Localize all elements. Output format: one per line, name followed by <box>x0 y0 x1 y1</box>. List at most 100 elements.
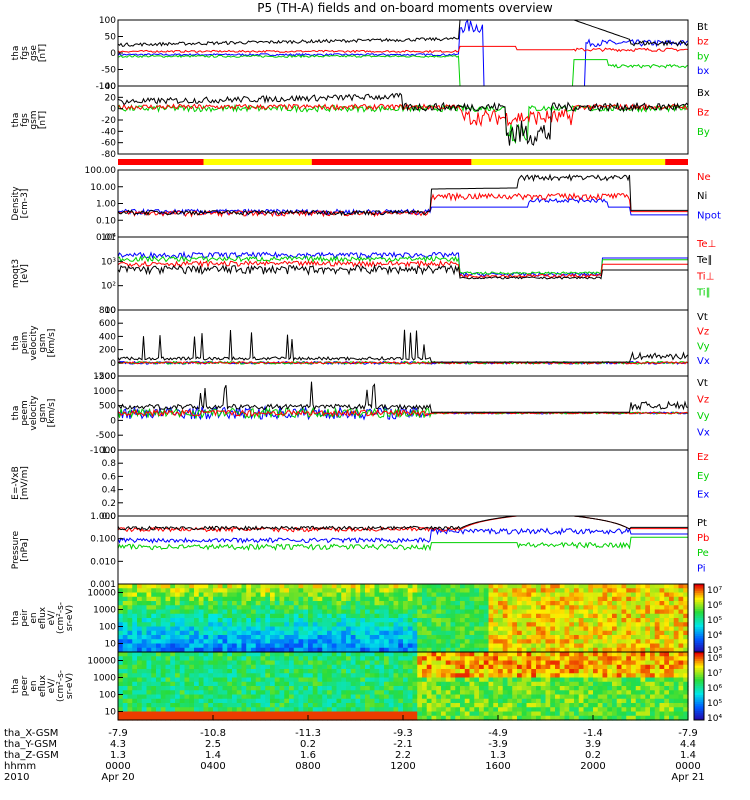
heatmap-cell <box>493 601 499 606</box>
heatmap-cell <box>279 681 285 687</box>
heatmap-cell <box>403 622 409 628</box>
heatmap-cell <box>683 703 689 708</box>
heatmap-cell <box>678 660 684 666</box>
heatmap-cell <box>284 609 290 615</box>
heatmap-cell <box>588 639 594 645</box>
heatmap-cell <box>426 673 433 679</box>
heatmap-cell <box>346 686 352 691</box>
heatmap-cell <box>521 635 528 640</box>
heatmap-cell <box>555 698 561 704</box>
heatmap-cell <box>616 618 623 623</box>
heatmap-cell <box>317 592 323 598</box>
heatmap-cell <box>146 584 152 589</box>
heatmap-cell <box>227 588 233 594</box>
heatmap-cell <box>612 669 618 674</box>
heatmap-cell <box>412 690 418 696</box>
panel-frame <box>117 85 689 155</box>
heatmap-cell <box>450 618 456 623</box>
heatmap-cell <box>526 694 532 700</box>
heatmap-cell <box>118 605 124 611</box>
heatmap-cell <box>479 605 485 611</box>
heatmap-cell <box>384 601 390 606</box>
heatmap-cell <box>350 618 357 623</box>
heatmap-cell <box>545 609 551 615</box>
heatmap-cell <box>289 630 295 636</box>
heatmap-cell <box>236 660 243 666</box>
heatmap-cell <box>284 626 290 632</box>
heatmap-cell <box>151 715 157 721</box>
heatmap-cell <box>417 669 423 674</box>
heatmap-cell <box>217 584 224 589</box>
heatmap-cell <box>669 584 675 589</box>
heatmap-cell <box>374 584 380 589</box>
series-line <box>117 329 689 363</box>
heatmap-cell <box>550 690 556 696</box>
heatmap-cell <box>336 660 342 666</box>
heatmap-cell <box>384 715 390 721</box>
heatmap-cell <box>160 613 167 619</box>
heatmap-cell <box>521 609 528 615</box>
heatmap-cell <box>151 707 157 713</box>
heatmap-cell <box>374 652 380 657</box>
heatmap-cell <box>578 698 585 704</box>
heatmap-cell <box>184 677 190 683</box>
heatmap-cell <box>512 643 518 649</box>
heatmap-cell <box>673 635 680 640</box>
heatmap-cell <box>464 601 471 606</box>
heatmap-cell <box>593 690 599 696</box>
heatmap-cell <box>488 677 494 683</box>
heatmap-cell <box>331 647 338 653</box>
heatmap-cell <box>393 707 399 713</box>
heatmap-cell <box>227 630 233 636</box>
heatmap-cell <box>198 673 205 679</box>
heatmap-cell <box>369 605 376 611</box>
heatmap-cell <box>559 673 566 679</box>
colorbar-swatch <box>694 652 704 655</box>
heatmap-cell <box>545 656 551 662</box>
heatmap-cell <box>678 643 684 649</box>
heatmap-cell <box>227 707 233 713</box>
heatmap-cell <box>517 618 523 623</box>
colorbar-swatch <box>694 706 704 710</box>
heatmap-cell <box>597 635 604 640</box>
heatmap-cell <box>431 613 437 619</box>
heatmap-cell <box>436 681 442 687</box>
ephemeris-value: 0000 <box>105 761 130 772</box>
heatmap-cell <box>678 656 684 662</box>
heatmap-cell <box>436 664 442 670</box>
heatmap-cell <box>536 584 542 589</box>
heatmap-cell <box>141 681 148 687</box>
heatmap-cell <box>365 613 371 619</box>
heatmap-cell <box>189 681 195 687</box>
heatmap-cell <box>369 584 376 589</box>
heatmap-cell <box>208 677 214 683</box>
heatmap-cell <box>578 707 585 713</box>
heatmap-cell <box>536 664 542 670</box>
heatmap-cell <box>631 677 637 683</box>
heatmap-cell <box>336 618 342 623</box>
heatmap-cell <box>483 677 490 683</box>
mode-segment <box>311 159 472 165</box>
heatmap-cell <box>379 647 385 653</box>
heatmap-cell <box>198 622 205 628</box>
heatmap-cell <box>450 677 456 683</box>
heatmap-cell <box>369 652 376 657</box>
heatmap-cell <box>574 669 580 674</box>
heatmap-cell <box>650 643 656 649</box>
ephemeris-value: Apr 21 <box>671 772 704 783</box>
heatmap-cell <box>550 673 556 679</box>
heatmap-cell <box>255 664 262 670</box>
heatmap-cell <box>654 592 661 598</box>
heatmap-cell <box>379 596 385 602</box>
heatmap-cell <box>227 618 233 623</box>
heatmap-cell <box>369 660 376 666</box>
heatmap-cell <box>175 677 181 683</box>
heatmap-cell <box>317 588 323 594</box>
heatmap-cell <box>350 584 357 589</box>
heatmap-cell <box>350 656 357 662</box>
heatmap-cell <box>498 601 504 606</box>
heatmap-cell <box>441 711 447 717</box>
heatmap-cell <box>141 694 148 700</box>
heatmap-cell <box>255 677 262 683</box>
heatmap-cell <box>165 656 171 662</box>
